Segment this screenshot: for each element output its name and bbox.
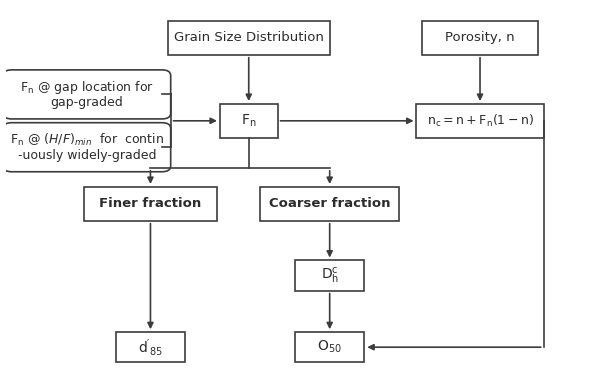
Text: Coarser fraction: Coarser fraction (269, 198, 391, 210)
FancyBboxPatch shape (116, 332, 185, 362)
Text: Porosity, n: Porosity, n (445, 31, 515, 44)
Text: $\mathregular{n_c=n+F_n(1-n)}$: $\mathregular{n_c=n+F_n(1-n)}$ (427, 113, 533, 129)
Text: $\mathregular{F_n}$ @ gap location for: $\mathregular{F_n}$ @ gap location for (20, 79, 154, 96)
FancyBboxPatch shape (84, 187, 217, 221)
Text: $\mathregular{D^c_h}$: $\mathregular{D^c_h}$ (320, 266, 339, 286)
Text: -uously widely-graded: -uously widely-graded (18, 149, 156, 162)
Text: $\mathregular{F_n}$: $\mathregular{F_n}$ (241, 113, 257, 129)
Text: gap-graded: gap-graded (51, 96, 123, 109)
Text: $\mathregular{O_{50}}$: $\mathregular{O_{50}}$ (317, 339, 342, 355)
FancyBboxPatch shape (422, 21, 538, 55)
FancyBboxPatch shape (295, 260, 365, 291)
Text: Finer fraction: Finer fraction (99, 198, 202, 210)
Text: $\mathregular{d'_{85}}$: $\mathregular{d'_{85}}$ (138, 337, 163, 358)
FancyBboxPatch shape (417, 104, 543, 138)
FancyBboxPatch shape (3, 123, 171, 172)
FancyBboxPatch shape (220, 104, 278, 138)
Text: Grain Size Distribution: Grain Size Distribution (174, 31, 324, 44)
Text: $\mathregular{F_n}$ @ $(H/F)_{min}$  for  contin: $\mathregular{F_n}$ @ $(H/F)_{min}$ for … (10, 132, 164, 149)
FancyBboxPatch shape (260, 187, 399, 221)
FancyBboxPatch shape (295, 332, 365, 362)
FancyBboxPatch shape (3, 70, 171, 119)
FancyBboxPatch shape (168, 21, 330, 55)
